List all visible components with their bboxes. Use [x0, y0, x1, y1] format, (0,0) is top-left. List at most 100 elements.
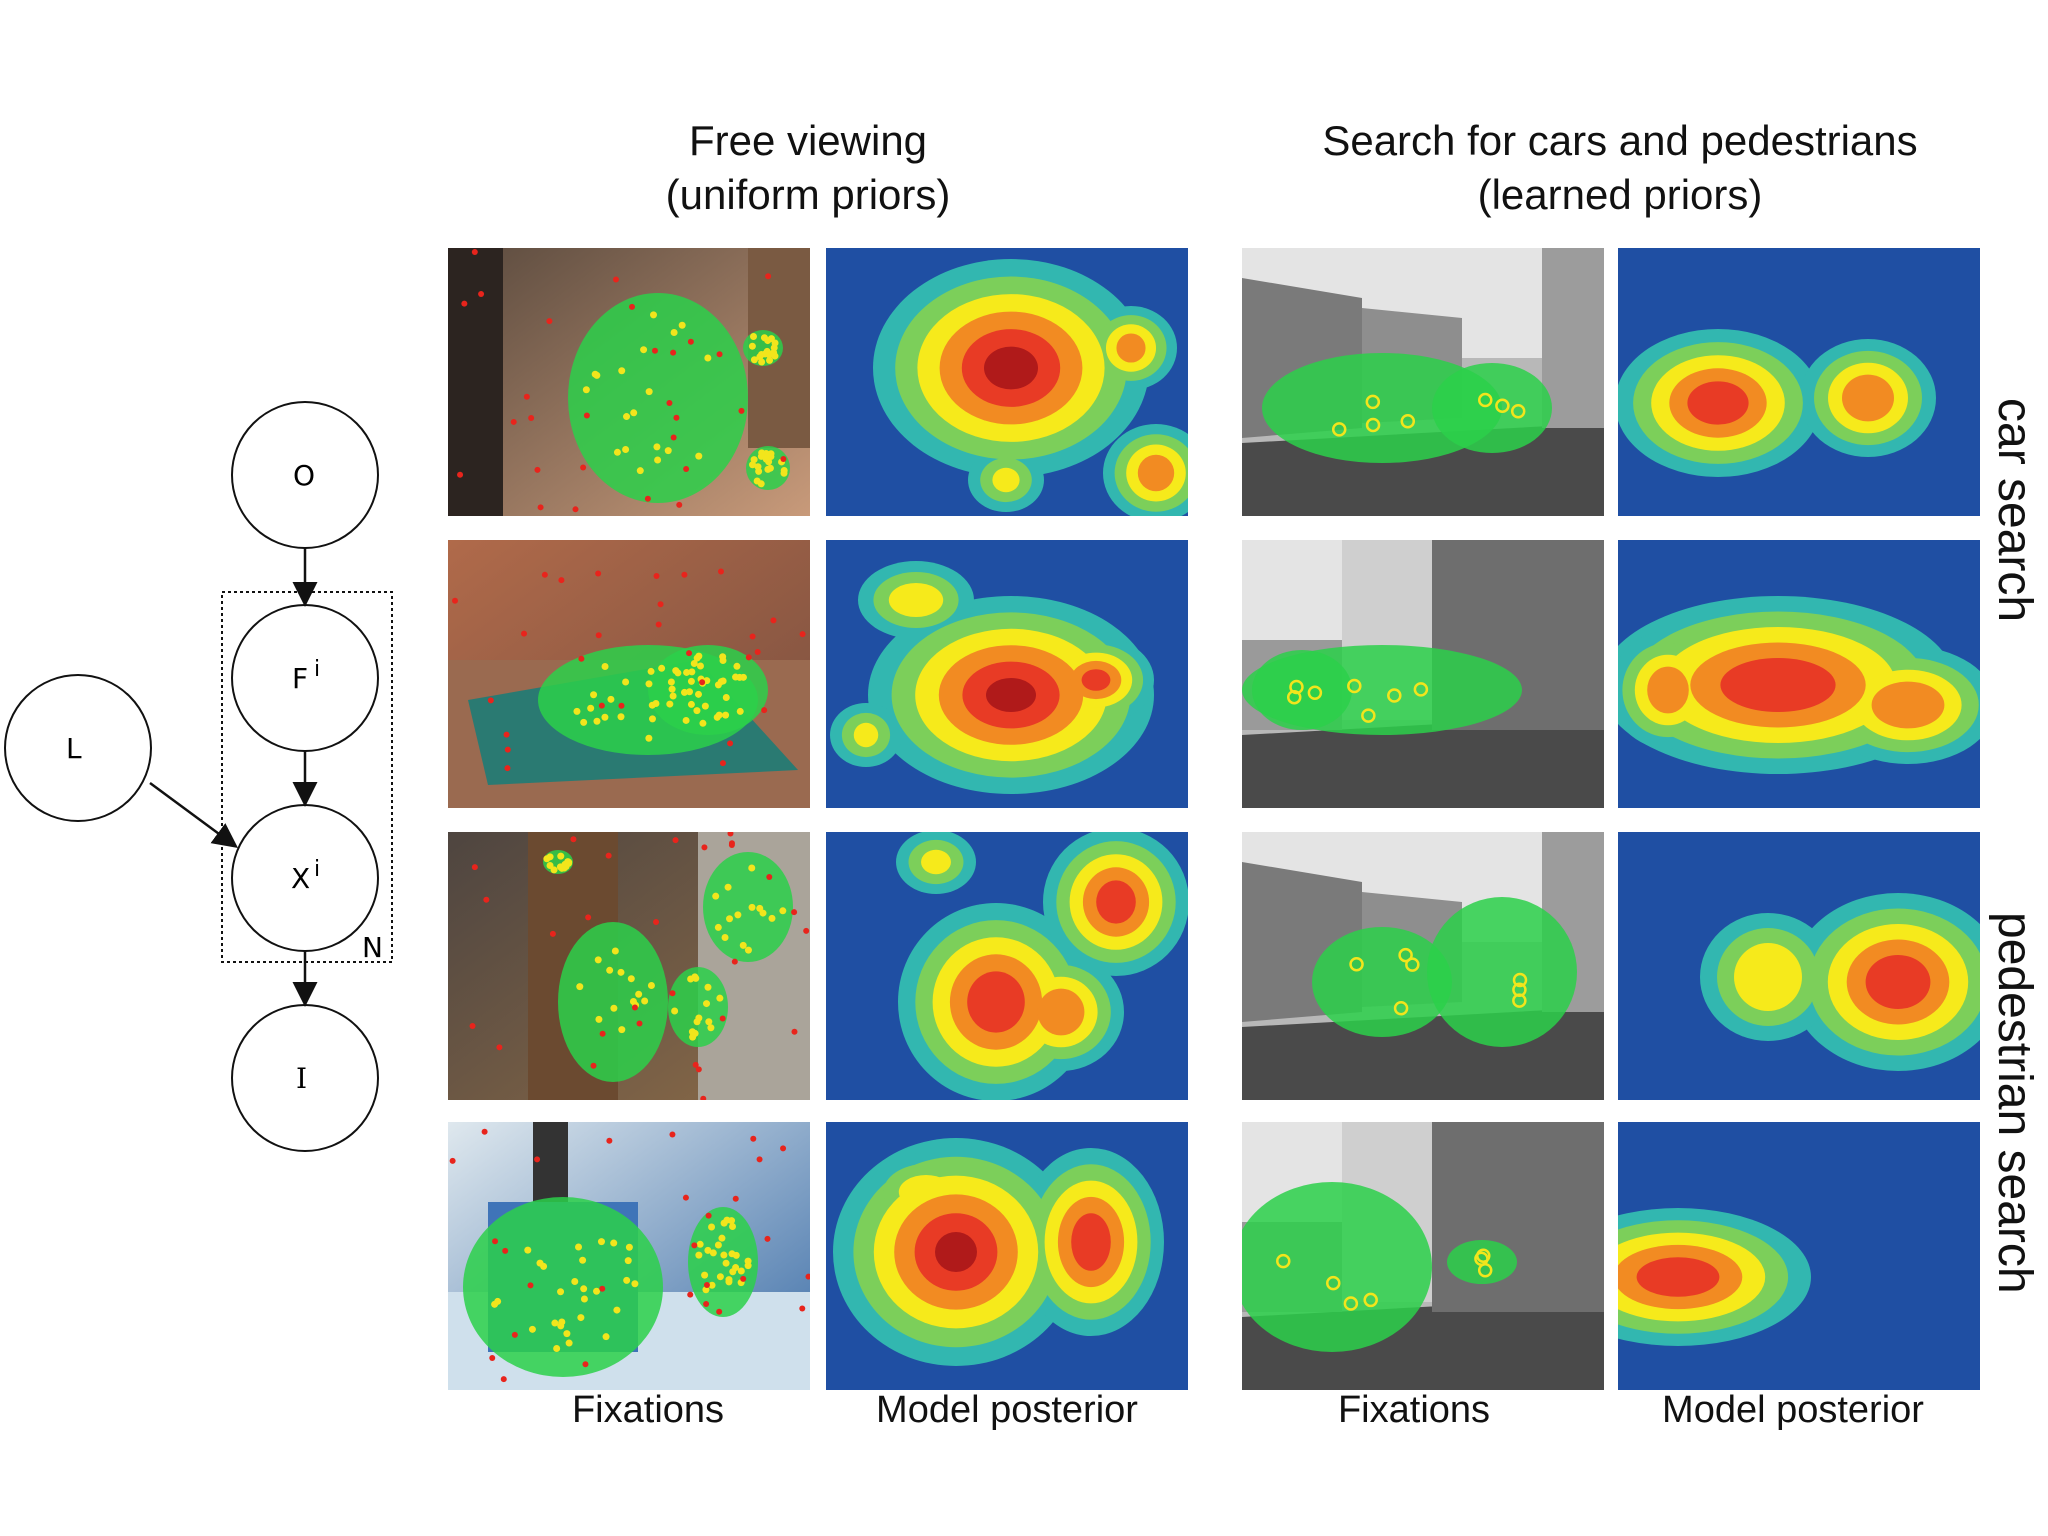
heatmap — [1618, 1122, 1980, 1390]
fixation-dot — [605, 852, 612, 859]
fixation-dot — [700, 1095, 707, 1100]
fixation-dot — [527, 1282, 534, 1289]
fixation-dot — [583, 412, 590, 419]
fixation-dot — [729, 1268, 737, 1276]
photo — [448, 1122, 810, 1390]
fixation-dot — [729, 1222, 737, 1230]
fixation-dot — [682, 1194, 689, 1201]
fixation-dot — [573, 707, 581, 715]
fixation-dot — [676, 501, 683, 508]
fixation-dot — [595, 632, 602, 639]
fixation-dot — [528, 1325, 536, 1333]
fixation-marker — [1365, 394, 1381, 410]
fixation-dot — [708, 1281, 716, 1289]
fixation-dot — [687, 338, 694, 345]
fixation-marker — [1289, 679, 1304, 695]
fixation-dot — [720, 1251, 728, 1259]
fixation-dot — [556, 863, 564, 871]
fixation-dot — [722, 1259, 730, 1267]
fixation-marker — [1405, 957, 1420, 972]
fixation-dot — [557, 852, 565, 860]
fixation-dot — [672, 837, 679, 844]
graphical-model: O F i X i I L N — [4, 401, 393, 1152]
fixation-dot — [528, 415, 535, 422]
fixation-dot — [691, 1029, 699, 1037]
fixation-dot — [725, 1278, 733, 1286]
fixation-dot — [720, 1219, 728, 1227]
fixation-marker — [1363, 1292, 1378, 1308]
fixation-dot — [622, 678, 630, 686]
fixation-marker — [1331, 422, 1347, 437]
fixation-dot — [718, 1234, 726, 1242]
fixation-dot — [557, 1322, 565, 1330]
fixation-dot — [745, 654, 752, 661]
heat-blob — [1842, 374, 1894, 422]
fixation-region — [558, 922, 668, 1082]
node-F-label: F — [292, 662, 308, 695]
fixation-dot — [494, 1297, 502, 1305]
fixation-dot — [653, 919, 660, 926]
fixation-image-r4-c3 — [1242, 1122, 1604, 1390]
fixation-image-r1-c3 — [1242, 248, 1604, 516]
fixation-dot — [756, 904, 764, 912]
node-L — [4, 674, 152, 822]
column-label-posterior-right: Model posterior — [1662, 1389, 1924, 1431]
fixation-dot — [803, 927, 810, 934]
fixation-dot — [734, 911, 742, 919]
fixation-dot — [668, 685, 676, 693]
fixation-dot — [696, 662, 704, 670]
fixation-dot — [753, 477, 761, 485]
fixation-dot — [695, 1066, 702, 1073]
fixation-dot — [737, 1267, 745, 1275]
fixation-dot — [716, 1308, 723, 1315]
fixation-dot — [610, 1239, 618, 1247]
fixation-dot — [647, 982, 655, 990]
fixation-region — [1312, 927, 1452, 1037]
fixation-dot — [731, 958, 738, 965]
posterior-map-r4-c2 — [826, 1122, 1188, 1390]
fixation-region — [703, 852, 793, 962]
fixation-dot — [483, 896, 490, 903]
fixation-dot — [617, 713, 625, 721]
fixation-dot — [461, 300, 468, 307]
fixation-dot — [748, 903, 756, 911]
fixation-marker — [1286, 689, 1302, 705]
fixation-dot — [761, 707, 768, 714]
fixation-dot — [612, 276, 619, 283]
fixation-dot — [692, 974, 700, 982]
fixation-dot — [618, 367, 626, 375]
fixation-dot — [694, 690, 702, 698]
fixation-dot — [546, 318, 553, 325]
fixation-dot — [617, 968, 625, 976]
heatmap — [826, 832, 1188, 1100]
posterior-map-r1-c2 — [826, 248, 1188, 516]
fixation-dot — [599, 1285, 606, 1292]
fixation-dot — [585, 914, 592, 921]
fixation-dot — [492, 1238, 499, 1245]
fixation-dot — [687, 1291, 694, 1298]
fixation-dot — [714, 923, 722, 931]
fixation-dot — [595, 570, 602, 577]
fixation-marker — [1495, 398, 1510, 414]
fixation-dot — [648, 715, 656, 723]
fixation-dot — [717, 568, 724, 575]
fixation-dot — [692, 1061, 699, 1068]
fixation-dot — [582, 386, 590, 394]
photo — [1242, 248, 1604, 516]
fixation-region — [1262, 353, 1502, 463]
fixation-dot — [582, 1361, 589, 1368]
fixation-dot — [500, 1376, 507, 1383]
plate-label-N: N — [362, 931, 383, 964]
fixation-dot — [749, 332, 757, 340]
fixation-dot — [732, 1195, 739, 1202]
fixation-dot — [563, 1330, 571, 1338]
fixation-region — [568, 293, 748, 503]
heat-blob — [935, 1232, 977, 1272]
fixation-dot — [618, 702, 625, 709]
fixation-dot — [714, 1241, 722, 1249]
fixation-dot — [765, 350, 773, 358]
fixation-dot — [674, 669, 682, 677]
fixation-dot — [791, 1028, 798, 1035]
free-viewing-header: Free viewing (uniform priors) — [488, 114, 1128, 222]
